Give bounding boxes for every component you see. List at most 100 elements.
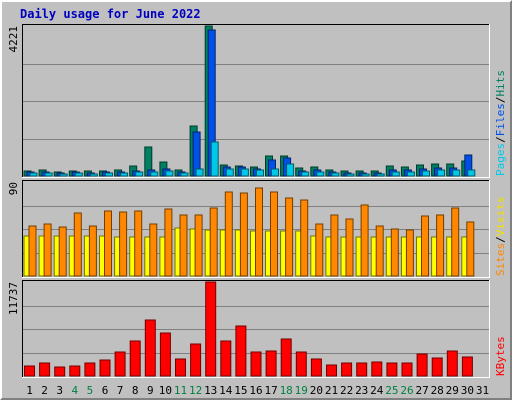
legend-entry: Sites [494,243,507,276]
bar-kbytes-day-25 [386,362,398,377]
legend-entry: Hits [494,70,507,97]
bar-sites-day-3 [58,226,67,277]
x-tick-label-day-13: 13 [204,384,217,397]
bar-kbytes-day-13 [205,281,217,377]
bar-pages-day-26 [406,171,415,177]
bar-sites-day-7 [119,211,128,277]
bar-pages-day-20 [316,171,325,177]
bar-kbytes-day-16 [250,351,262,377]
bar-sites-day-10 [164,208,173,277]
bar-kbytes-day-30 [461,356,473,377]
bar-sites-day-20 [315,223,324,277]
bar-sites-day-9 [149,223,158,277]
bar-sites-day-23 [360,204,369,277]
legend-entry: Visits [494,197,507,237]
bar-pages-day-5 [89,173,98,177]
bar-pages-day-29 [452,169,461,177]
x-tick-label-day-11: 11 [174,384,187,397]
x-tick-label-day-22: 22 [340,384,353,397]
bar-pages-day-14 [225,168,234,177]
x-tick-label-day-19: 19 [295,384,308,397]
bar-sites-day-14 [224,191,233,277]
bar-kbytes-day-20 [310,358,322,377]
bar-pages-day-23 [361,173,370,177]
bar-sites-day-17 [270,191,278,277]
bar-sites-day-18 [285,197,294,277]
x-tick-label-day-30: 30 [461,384,474,397]
bar-sites-day-6 [104,210,112,277]
bar-sites-day-22 [345,218,354,277]
bar-pages-day-7 [120,172,129,177]
panel-2-legend: Sites/Visits [494,197,507,277]
bar-pages-day-4 [74,172,83,177]
x-tick-label-day-4: 4 [71,384,78,397]
x-tick-label-day-15: 15 [234,384,247,397]
x-tick-label-day-7: 7 [117,384,124,397]
bar-pages-day-3 [59,173,68,177]
x-tick-label-day-21: 21 [325,384,338,397]
x-tick-label-day-26: 26 [400,384,413,397]
bar-kbytes-day-4 [69,365,81,377]
x-tick-label-day-1: 1 [26,384,33,397]
bar-kbytes-day-17 [265,350,277,377]
x-tick-label-day-27: 27 [415,384,428,397]
bar-pages-day-28 [437,169,446,177]
bar-kbytes-day-14 [220,340,232,377]
bar-kbytes-day-28 [431,357,443,377]
panel-1-legend: Pages/Files/Hits [494,70,507,176]
bar-pages-day-9 [150,171,159,177]
bar-pages-day-19 [301,171,310,177]
bar-sites-day-11 [179,214,188,277]
x-tick-label-day-24: 24 [370,384,384,397]
legend-entry: / [494,97,507,104]
bar-pages-day-21 [331,172,340,177]
x-tick-label-day-28: 28 [431,384,444,397]
legend-entry: KBytes [494,336,507,376]
bar-pages-day-22 [346,173,355,177]
bar-kbytes-day-19 [295,351,307,377]
bar-sites-day-8 [134,210,143,277]
bar-sites-day-21 [330,214,339,277]
bar-pages-day-6 [105,172,113,177]
panel-2-max-label: 90 [7,182,20,195]
bar-pages-day-27 [422,170,430,177]
bar-kbytes-day-22 [341,362,353,377]
bar-kbytes-day-5 [84,362,96,377]
bar-pages-day-10 [165,170,174,177]
bar-sites-day-16 [255,187,263,277]
legend-entry: / [494,136,507,143]
x-tick-label-day-31: 31 [476,384,489,397]
bar-pages-day-18 [286,163,295,177]
bar-pages-day-30 [467,169,476,177]
x-tick-label-day-16: 16 [249,384,262,397]
x-tick-label-day-23: 23 [355,384,368,397]
bar-sites-day-25 [390,228,399,277]
bar-pages-day-15 [240,168,249,177]
panel-3-max-label: 11737 [7,282,20,315]
bar-pages-day-11 [180,172,189,177]
x-tick-label-day-12: 12 [189,384,202,397]
x-tick-label-day-8: 8 [132,384,139,397]
bar-sites-day-26 [405,229,414,277]
bar-kbytes-day-29 [446,350,458,377]
bar-sites-day-27 [421,215,429,277]
panel-3-legend: KBytes [494,336,507,376]
panel-1-max-label: 4221 [7,26,20,53]
bar-sites-day-4 [73,212,82,277]
x-tick-label-day-5: 5 [87,384,94,397]
bar-kbytes-day-18 [280,338,292,377]
bar-sites-day-15 [239,192,248,277]
bar-sites-day-19 [300,199,309,277]
bar-kbytes-day-9 [144,319,156,377]
bar-sites-day-2 [43,223,52,277]
bar-pages-day-13 [210,141,219,177]
bar-pages-day-8 [135,171,144,177]
legend-entry: Pages [494,143,507,176]
bar-pages-day-25 [391,171,400,177]
bar-kbytes-day-10 [159,332,171,377]
bar-kbytes-day-23 [356,362,368,377]
bar-sites-day-12 [194,214,203,277]
bar-kbytes-day-15 [235,325,247,377]
bar-kbytes-day-6 [99,359,111,377]
